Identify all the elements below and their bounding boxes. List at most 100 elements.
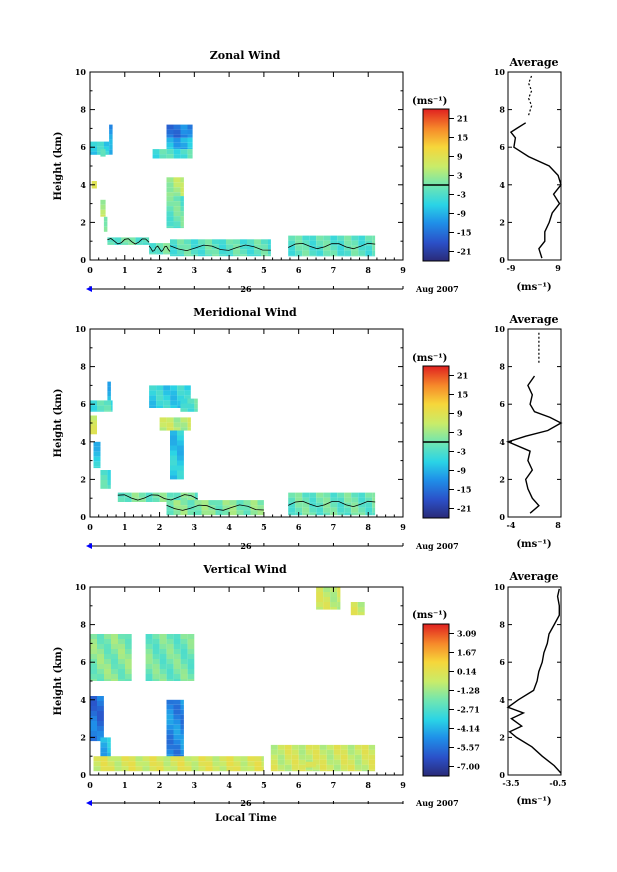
colorbar-tick-label-zonal: -21 <box>457 247 471 257</box>
heatmap-cell-meridional <box>187 497 195 502</box>
heatmap-cell-vertical <box>118 634 125 639</box>
heatmap-cell-zonal <box>261 239 268 245</box>
heatmap-cell-zonal <box>100 149 106 155</box>
heatmap-cell-vertical <box>97 696 104 701</box>
avg-y-tick-label-meridional: 4 <box>499 437 505 447</box>
panel-vertical: Vertical Wind 0 1 2 3 4 5 6 7 8 9 0 2 4 6 8 10 Height … <box>53 563 567 824</box>
avg-y-tick-label-vertical: 4 <box>499 695 505 705</box>
heatmap-cell-vertical <box>166 744 174 750</box>
heatmap-cell-zonal <box>166 134 174 138</box>
heatmap-cell-zonal <box>358 245 366 251</box>
heatmap-cell-zonal <box>187 137 193 143</box>
heatmap-cell-zonal <box>173 192 181 197</box>
heatmap-cell-meridional <box>194 408 198 412</box>
heatmap-cell-meridional <box>365 492 373 498</box>
heatmap-cell-zonal <box>109 134 113 140</box>
heatmap-cell-meridional <box>117 497 125 502</box>
heatmap-cell-meridional <box>372 492 376 498</box>
heatmap-cell-vertical <box>291 744 299 750</box>
y-axis-meridional: 0 2 4 6 8 10 <box>75 324 403 522</box>
average-panel-vertical: Average 0 2 4 6 8 10 -3.5 -0.5 (ms⁻¹) <box>494 570 567 807</box>
x-axis-vertical: 0 1 2 3 4 5 6 7 8 9 <box>87 587 406 804</box>
heatmap-cell-zonal <box>372 235 376 241</box>
panel-title-vertical: Vertical Wind <box>202 563 287 576</box>
heatmap-cell-vertical <box>298 769 306 772</box>
heatmap-cell-vertical <box>180 729 184 735</box>
heatmap-cell-vertical <box>173 639 181 644</box>
heatmap-cell-vertical <box>368 764 376 770</box>
heatmap-cell-vertical <box>368 769 376 772</box>
heatmap-cell-vertical <box>333 754 341 760</box>
heatmap-cell-vertical <box>226 761 234 767</box>
heatmap-cell-vertical <box>166 704 174 710</box>
heatmap-cell-meridional <box>163 385 171 391</box>
avg-x-tick-label-meridional: -4 <box>507 520 516 530</box>
heatmap-cell-zonal <box>173 221 181 227</box>
average-panel-zonal: Average 0 2 4 6 8 10 -9 9 (ms⁻¹) <box>494 56 562 293</box>
heatmap-cell-zonal <box>104 151 110 155</box>
heatmap-cell-zonal <box>372 240 376 246</box>
heatmap-cell-meridional <box>316 497 324 503</box>
heatmap-cell-meridional <box>330 507 338 513</box>
heatmap-cell-vertical <box>316 587 324 592</box>
heatmap-cell-vertical <box>107 742 111 748</box>
heatmap-cell-vertical <box>156 766 164 772</box>
heatmap-cell-vertical <box>277 749 285 755</box>
heatmap-cell-vertical <box>93 761 101 767</box>
heatmap-cell-zonal <box>358 240 366 246</box>
heatmap-cell-vertical <box>118 674 125 679</box>
heatmap-cell-vertical <box>180 734 184 740</box>
heatmap-cell-vertical <box>166 729 174 735</box>
date-label-meridional: Aug 2007 <box>415 541 459 551</box>
heatmap-cell-vertical <box>107 756 115 762</box>
heatmap-cell-meridional <box>163 390 171 396</box>
avg-x-tick-label-vertical: -0.5 <box>549 778 566 788</box>
avg-x-tick-label-meridional: 8 <box>555 520 561 530</box>
heatmap-cell-vertical <box>180 649 188 654</box>
heatmap-cell-vertical <box>173 649 181 654</box>
heatmap-cell-meridional <box>194 492 198 498</box>
heatmap-cell-vertical <box>163 761 171 767</box>
x-tick-label-meridional: 5 <box>261 522 267 532</box>
heatmap-cell-zonal <box>180 142 188 148</box>
heatmap-cell-meridional <box>156 390 164 396</box>
avg-y-tick-label-meridional: 2 <box>499 474 505 484</box>
heatmap-cell-zonal <box>288 255 296 257</box>
heatmap-cell-zonal <box>309 235 317 241</box>
heatmap-cell-zonal <box>180 221 184 227</box>
heatmap-cell-vertical <box>180 664 188 669</box>
x-tick-label-vertical: 1 <box>122 780 128 790</box>
heatmap-cell-meridional <box>295 507 303 513</box>
heatmap-cell-meridional <box>166 492 174 498</box>
heatmap-cell-meridional <box>295 492 303 498</box>
heatmap-cell-meridional <box>170 475 177 480</box>
heatmap-cell-zonal <box>219 254 226 257</box>
heatmap-cell-zonal <box>173 187 181 193</box>
contour-line-zonal <box>148 245 171 253</box>
heatmap-cell-vertical <box>97 649 104 654</box>
heatmap-cell-zonal <box>302 245 310 251</box>
heatmap-cell-vertical <box>198 766 206 772</box>
avg-y-tick-label-vertical: 6 <box>499 657 505 667</box>
heatmap-cell-zonal <box>166 201 174 207</box>
heatmap-cell-vertical <box>128 761 136 767</box>
heatmap-cell-zonal <box>180 124 188 130</box>
heatmap-cell-vertical <box>114 761 122 767</box>
heatmap-cell-meridional <box>107 470 111 475</box>
heatmap-cell-vertical <box>340 754 348 760</box>
heatmap-cell-vertical <box>284 764 292 770</box>
heatmap-cell-vertical <box>326 759 334 765</box>
avg-unit-zonal: (ms⁻¹) <box>516 282 551 293</box>
heatmap-cell-zonal <box>205 249 212 255</box>
heatmap-cell-meridional <box>107 475 111 480</box>
heatmap-cell-vertical <box>319 744 327 750</box>
heatmap-cell-meridional <box>90 400 97 406</box>
heatmap-cell-zonal <box>337 250 345 256</box>
heatmap-cell-meridional <box>372 512 376 516</box>
heatmap-cell-vertical <box>298 749 306 755</box>
heatmap-cell-meridional <box>351 502 359 508</box>
heatmap-cell-vertical <box>166 634 174 639</box>
heatmap-cell-meridional <box>365 502 373 508</box>
heatmap-cell-vertical <box>323 602 331 607</box>
heatmap-cell-zonal <box>358 235 366 241</box>
